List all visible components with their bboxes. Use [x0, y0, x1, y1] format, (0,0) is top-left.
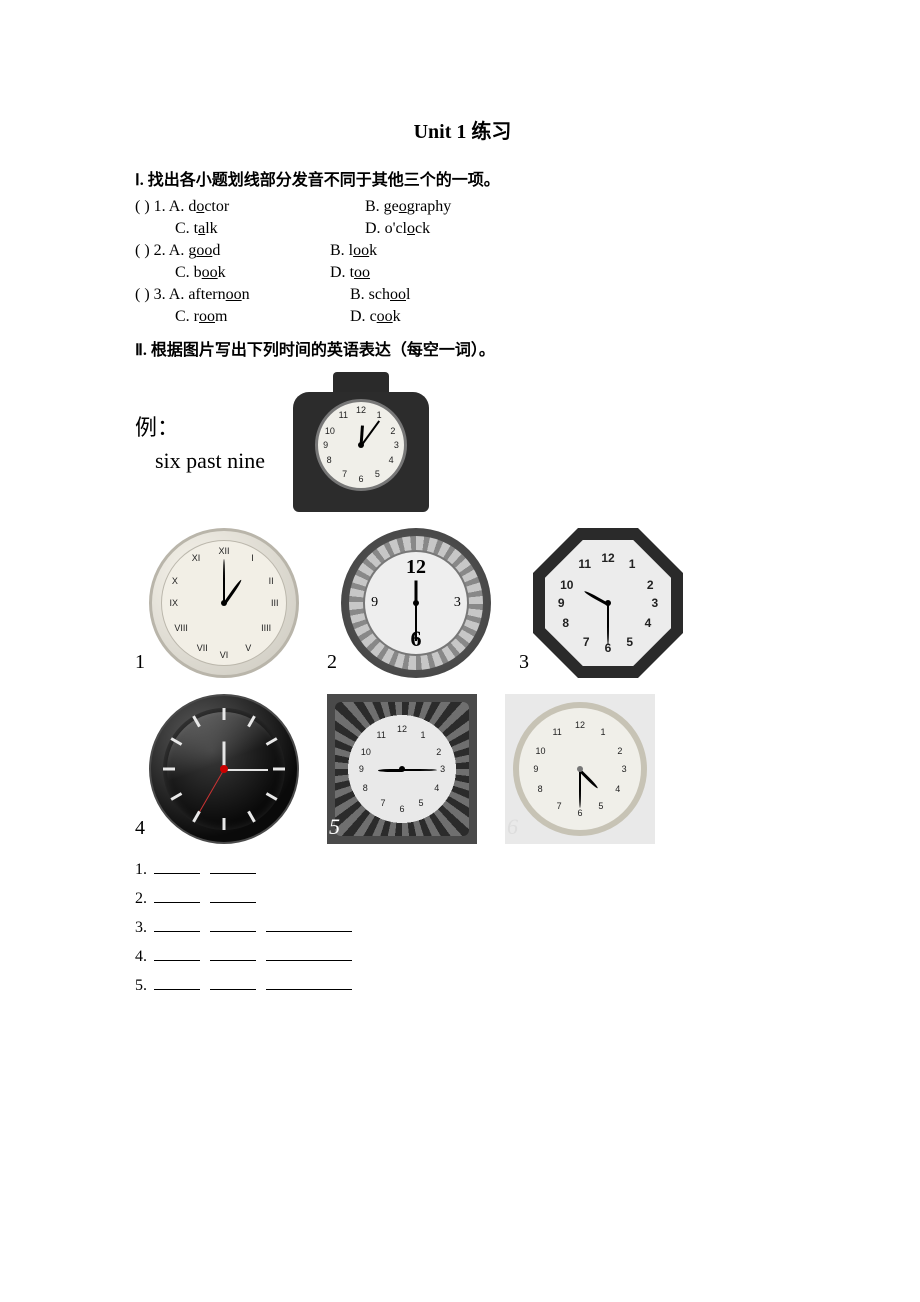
- blank[interactable]: [154, 947, 200, 961]
- example-value: six past nine: [135, 448, 265, 474]
- clock6-icon: 12 1 2 3 4 5 6 7 8 9 10 11: [505, 694, 655, 844]
- blank[interactable]: [210, 889, 256, 903]
- q3-optB: B. school: [350, 286, 410, 304]
- clock1-number: 1: [135, 652, 145, 678]
- blank[interactable]: [210, 947, 256, 961]
- clock5-icon: 12 1 2 3 4 5 6 7 8 9 10 11: [327, 694, 477, 844]
- clock4-number: 4: [135, 818, 145, 844]
- answer-5: 5.: [135, 976, 790, 995]
- clock2-cell: 2 12 6 3 9: [327, 528, 491, 678]
- q3-optA: ( ) 3. A. afternoon: [135, 286, 350, 304]
- answer-4: 4.: [135, 947, 790, 966]
- blank[interactable]: [154, 918, 200, 932]
- q1-row1: ( ) 1. A. doctor B. geography: [135, 198, 790, 216]
- q1-optA: ( ) 1. A. doctor: [135, 198, 365, 216]
- q2-row2: C. book D. too: [135, 264, 790, 282]
- q3-optD: D. cook: [350, 308, 401, 326]
- blank[interactable]: [154, 889, 200, 903]
- q2-optD: D. too: [330, 264, 370, 282]
- blank[interactable]: [210, 976, 256, 990]
- clocks-row-1: 1 XII I II III IIII V VI VII VIII IX: [135, 528, 790, 678]
- example-clock-icon: 12 1 2 3 4 5 6 7 8 9 10 11: [293, 372, 429, 512]
- example-row: 例： six past nine 12 1 2 3 4 5 6 7 8 9 10: [135, 372, 790, 512]
- q3-optC: C. room: [135, 308, 350, 326]
- page-title: Unit 1 练习: [135, 115, 790, 144]
- clock5-cell: 12 1 2 3 4 5 6 7 8 9 10 11: [327, 694, 477, 844]
- section1-heading: Ⅰ. 找出各小题划线部分发音不同于其他三个的一项。: [135, 166, 790, 190]
- clock5-number: 5: [329, 814, 340, 840]
- section2-heading: Ⅱ. 根据图片写出下列时间的英语表达（每空一词）。: [135, 336, 790, 360]
- q3-row2: C. room D. cook: [135, 308, 790, 326]
- q2-row1: ( ) 2. A. good B. look: [135, 242, 790, 260]
- q1-optC: C. talk: [135, 220, 365, 238]
- clock2-number: 2: [327, 652, 337, 678]
- blank[interactable]: [266, 918, 352, 932]
- blank[interactable]: [266, 947, 352, 961]
- clock6-number: 6: [507, 814, 518, 840]
- example-text: 例： six past nine: [135, 410, 265, 474]
- q1-optB: B. geography: [365, 198, 451, 216]
- clock4-icon: [149, 694, 299, 844]
- clock6-cell: 12 1 2 3 4 5 6 7 8 9 10 11: [505, 694, 655, 844]
- blank[interactable]: [154, 976, 200, 990]
- example-label: 例：: [135, 410, 265, 442]
- page-root: Unit 1 练习 Ⅰ. 找出各小题划线部分发音不同于其他三个的一项。 ( ) …: [0, 0, 920, 1065]
- clock3-cell: 3 12 1 2 3 4 5 6 7 8 9: [519, 528, 683, 678]
- clock3-number: 3: [519, 652, 529, 678]
- clock4-cell: 4: [135, 694, 299, 844]
- clock2-icon: 12 6 3 9: [341, 528, 491, 678]
- q1-optD: D. o'clock: [365, 220, 430, 238]
- blank[interactable]: [210, 918, 256, 932]
- answer-1: 1.: [135, 860, 790, 879]
- q1-row2: C. talk D. o'clock: [135, 220, 790, 238]
- q2-optA: ( ) 2. A. good: [135, 242, 330, 260]
- blank[interactable]: [154, 860, 200, 874]
- blank[interactable]: [210, 860, 256, 874]
- clock3-icon: 12 1 2 3 4 5 6 7 8 9 10 11: [533, 528, 683, 678]
- clocks-row-2: 4 12: [135, 694, 790, 844]
- blank[interactable]: [266, 976, 352, 990]
- q3-row1: ( ) 3. A. afternoon B. school: [135, 286, 790, 304]
- q2-optC: C. book: [135, 264, 330, 282]
- clock1-cell: 1 XII I II III IIII V VI VII VIII IX: [135, 528, 299, 678]
- clock1-icon: XII I II III IIII V VI VII VIII IX X XI: [149, 528, 299, 678]
- q2-optB: B. look: [330, 242, 377, 260]
- answer-3: 3.: [135, 918, 790, 937]
- answer-2: 2.: [135, 889, 790, 908]
